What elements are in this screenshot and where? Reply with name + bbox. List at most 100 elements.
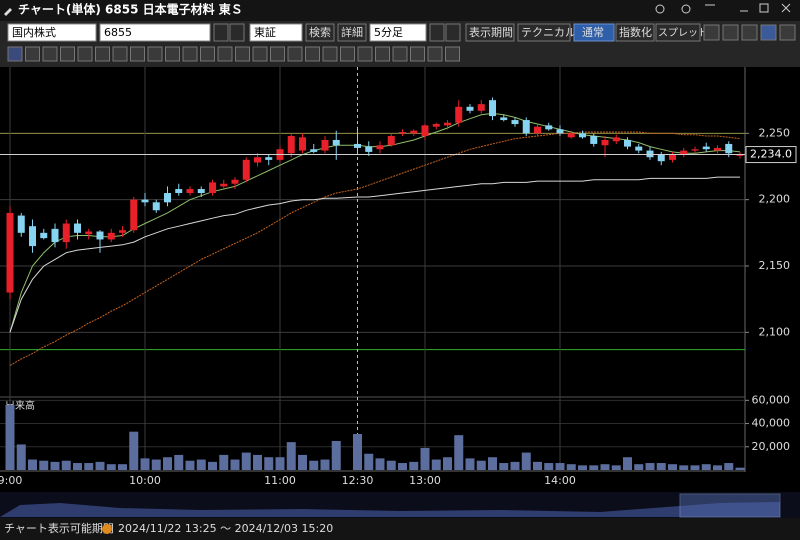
period-button[interactable] [465,23,515,42]
period[interactable]: 表示期間 [469,25,513,39]
mode[interactable]: 指数化 [619,25,652,39]
tool-icon[interactable] [200,46,215,62]
window-controls[interactable] [655,3,791,14]
candle-body [119,230,126,233]
candle-body [40,232,48,239]
candle-body [534,126,541,134]
tool-icon[interactable] [182,46,198,62]
search[interactable]: 検索 [309,25,331,39]
tool-icon[interactable] [252,46,268,62]
navigator-area [0,502,780,517]
tool-icon[interactable] [165,46,180,62]
y-tick-label: 2,200 [759,193,791,206]
tool-icon[interactable] [270,46,285,62]
volume-bar [724,463,734,470]
y-tick-label: 2,150 [759,259,791,272]
technical-button[interactable] [517,23,571,42]
tool-icon[interactable] [95,46,110,62]
y-tick-label: 20,000 [752,440,791,453]
mode-button[interactable] [655,23,701,42]
candle-body [466,106,474,111]
exchange-select[interactable] [249,23,303,42]
tool-icon[interactable] [760,24,777,41]
candle-body [489,100,496,117]
window-title: チャート(単体) 6855 日本電子材料 東Ｓ [18,2,243,17]
tool-icon[interactable] [287,46,303,62]
volume-bar [634,464,644,470]
candle-body [299,137,306,151]
market-select[interactable] [7,23,97,42]
volume-bar [331,440,341,470]
tool-icon[interactable] [375,46,390,62]
candle-body [287,135,295,154]
tool-icon[interactable] [217,46,233,62]
title-bar [0,0,800,21]
volume-bar [578,465,587,470]
mode-button[interactable] [615,23,655,42]
candle-body [410,130,418,134]
tool-icon[interactable] [305,46,320,62]
market[interactable]: 国内株式 [12,25,56,39]
mode[interactable]: スプレッド [658,27,708,39]
close[interactable] [781,3,791,13]
navigator-window[interactable] [679,493,781,518]
tool-icon[interactable] [60,46,75,62]
volume-bar [264,457,274,470]
volume-bar [589,465,599,470]
candle-body [17,215,25,233]
tool-icon[interactable] [722,24,739,41]
tool-icon[interactable] [741,24,758,41]
code[interactable]: 6855 [104,26,132,39]
tool-icon[interactable] [25,46,40,62]
tool-icon[interactable] [322,46,338,62]
volume-bar [679,465,689,470]
search-button[interactable] [305,23,335,42]
candle-body [702,146,710,150]
interval-select[interactable] [369,23,427,42]
volume-bar [253,454,262,470]
tool-icon[interactable] [410,46,425,62]
candle-body [399,132,406,134]
volume-bar [398,463,407,470]
moving-average [9,131,741,366]
volume-bar [623,457,632,470]
exchange[interactable]: 東証 [254,26,276,39]
candle-body [376,145,384,150]
prev[interactable] [429,23,445,42]
detail[interactable]: 詳細 [341,25,363,39]
tool-icon[interactable] [445,46,460,62]
tool-icon[interactable] [703,24,720,41]
technical[interactable]: テクニカル [521,26,576,39]
link-icon[interactable] [655,4,665,14]
volume-bar [298,454,307,470]
tool-icon[interactable] [130,46,145,62]
volume-bar [219,454,229,470]
tool-icon[interactable] [147,46,163,62]
mode[interactable]: 通常 [582,26,604,39]
tool-icon[interactable] [340,46,355,62]
search-icon[interactable] [681,4,691,14]
tool-icon[interactable] [77,46,93,62]
candle-body [714,147,721,151]
tool-icon[interactable] [42,46,58,62]
next[interactable] [229,23,245,42]
footer [0,518,800,540]
tool-icon[interactable] [427,46,443,62]
tool-icon[interactable] [779,24,796,41]
detail-button[interactable] [337,23,367,42]
candle-body [725,143,733,154]
maximize[interactable] [759,3,769,13]
tool-icon[interactable] [7,46,23,62]
volume-bar [174,454,184,470]
volume-bar [499,463,509,470]
candle-body [152,202,160,211]
prev[interactable] [213,23,229,42]
tool-icon[interactable] [112,46,128,62]
mode-button[interactable] [573,23,615,42]
code-select[interactable] [99,23,211,42]
tool-icon[interactable] [235,46,250,62]
tool-icon[interactable] [357,46,373,62]
interval[interactable]: 5分足 [374,26,403,39]
tool-icon[interactable] [392,46,408,62]
next[interactable] [445,23,461,42]
